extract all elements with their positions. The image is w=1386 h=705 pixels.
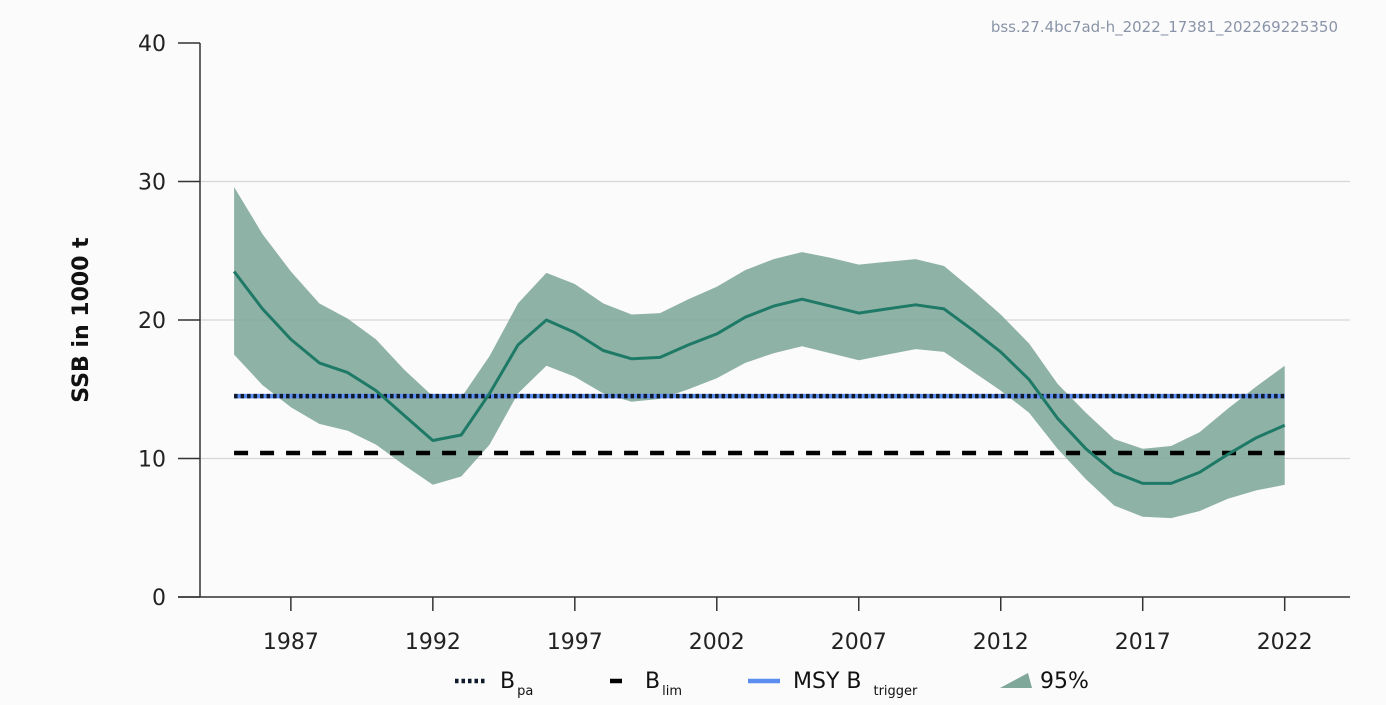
legend-sublabel: trigger: [873, 684, 918, 699]
legend-sublabel: lim: [662, 684, 682, 699]
y-tick-label: 10: [138, 448, 166, 473]
x-tick-label: 1997: [547, 630, 603, 655]
legend-item-msy: MSY B trigger: [748, 669, 918, 699]
legend-sublabel: pa: [517, 684, 533, 699]
legend-swatch-band: [1000, 673, 1032, 688]
watermark-text: bss.27.4bc7ad-h_2022_17381_202269225350: [991, 18, 1338, 37]
legend-label: MSY B: [793, 669, 861, 694]
confidence-band-95: [234, 187, 1285, 519]
y-axis-title: SSB in 1000 t: [69, 237, 94, 403]
legend-label: 95%: [1040, 669, 1089, 694]
y-tick-label: 0: [152, 586, 166, 611]
legend-label: B: [500, 669, 515, 694]
y-tick-label: 20: [138, 309, 166, 334]
x-tick-label: 2012: [973, 630, 1029, 655]
y-tick-label: 40: [138, 32, 166, 57]
x-tick-label: 1987: [263, 630, 319, 655]
x-tick-label: 1992: [405, 630, 461, 655]
x-tick-label: 2022: [1257, 630, 1313, 655]
ssb-line: [232, 270, 1286, 485]
x-tick-label: 2017: [1115, 630, 1171, 655]
legend-label: B: [645, 669, 660, 694]
y-tick-label: 30: [138, 171, 166, 196]
legend-item-band: 95%: [1000, 669, 1089, 694]
x-tick-label: 2007: [831, 630, 887, 655]
x-tick-label: 2002: [689, 630, 745, 655]
